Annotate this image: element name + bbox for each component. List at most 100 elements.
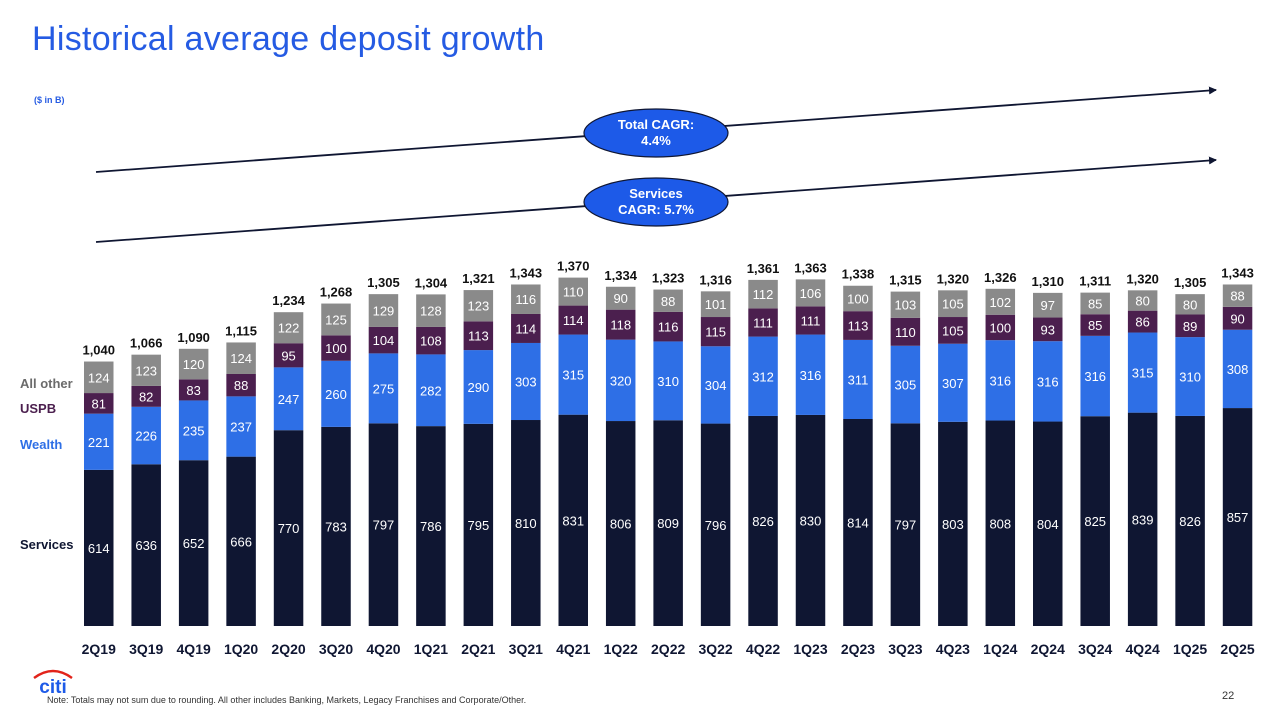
total-label-2Q24: 1,310 xyxy=(1031,274,1064,289)
bar-all-other-2Q24 xyxy=(1033,292,1063,318)
bar-services-2Q22 xyxy=(653,420,683,626)
label-uspb-4Q19: 83 xyxy=(186,383,200,398)
total-label-4Q21: 1,370 xyxy=(557,259,590,274)
x-tick-2Q25: 2Q25 xyxy=(1220,641,1254,657)
bar-wealth-4Q24 xyxy=(1127,332,1158,413)
bar-wealth-3Q24 xyxy=(1080,335,1110,417)
x-tick-1Q25: 1Q25 xyxy=(1173,641,1207,657)
bar-uspb-2Q19 xyxy=(84,393,114,414)
x-tick-1Q23: 1Q23 xyxy=(793,641,827,657)
label-services-2Q23: 814 xyxy=(847,515,869,530)
label-uspb-3Q20: 100 xyxy=(325,341,347,356)
label-wealth-3Q24: 316 xyxy=(1084,369,1106,384)
bar-services-3Q19 xyxy=(131,464,161,626)
bar-services-1Q24 xyxy=(985,420,1016,626)
total-label-3Q24: 1,311 xyxy=(1079,274,1111,289)
bar-services-4Q19 xyxy=(178,460,209,626)
label-all-other-4Q19: 120 xyxy=(183,357,205,372)
bar-services-1Q21 xyxy=(416,426,446,626)
total-label-3Q21: 1,343 xyxy=(510,265,543,280)
label-services-3Q20: 783 xyxy=(325,519,347,534)
label-wealth-4Q19: 235 xyxy=(183,423,205,438)
label-all-other-3Q20: 125 xyxy=(325,312,347,327)
total-label-1Q25: 1,305 xyxy=(1174,275,1207,290)
label-all-other-2Q25: 88 xyxy=(1230,289,1244,304)
bar-all-other-4Q22 xyxy=(748,279,778,309)
total-label-3Q23: 1,315 xyxy=(889,273,922,288)
label-all-other-1Q22: 90 xyxy=(613,291,627,306)
bar-services-1Q22 xyxy=(605,421,636,626)
total-label-3Q20: 1,268 xyxy=(320,285,353,300)
legend-all-other: All other xyxy=(20,376,73,391)
bar-all-other-2Q23 xyxy=(843,285,873,312)
bar-uspb-4Q23 xyxy=(938,317,968,344)
bar-services-2Q21 xyxy=(463,423,494,626)
label-wealth-3Q19: 226 xyxy=(135,429,157,444)
total-label-1Q23: 1,363 xyxy=(794,260,827,275)
label-uspb-2Q23: 113 xyxy=(848,319,869,334)
bar-uspb-3Q24 xyxy=(1080,314,1110,336)
bar-wealth-3Q20 xyxy=(321,360,351,427)
label-all-other-2Q22: 88 xyxy=(661,294,675,309)
bar-group: 614 221 81 124 1,040 2Q19 636 226 82 123 1,066 3Q19… xyxy=(82,259,1255,657)
x-tick-2Q23: 2Q23 xyxy=(841,641,875,657)
bar-all-other-2Q19 xyxy=(84,361,114,394)
bar-uspb-1Q20 xyxy=(226,373,256,397)
label-uspb-2Q21: 113 xyxy=(468,329,489,344)
bar-all-other-4Q19 xyxy=(178,348,209,380)
label-wealth-2Q25: 308 xyxy=(1227,362,1249,377)
bar-all-other-1Q20 xyxy=(226,342,256,374)
stacked-bar-chart: Total CAGR: 4.4% Services CAGR: 5.7% 614… xyxy=(82,86,1255,657)
label-all-other-3Q24: 85 xyxy=(1088,296,1102,311)
legend-uspb: USPB xyxy=(20,401,57,416)
label-wealth-3Q23: 305 xyxy=(895,378,917,393)
bar-uspb-4Q24 xyxy=(1127,310,1158,333)
label-all-other-2Q24: 97 xyxy=(1041,298,1055,313)
bar-all-other-2Q20 xyxy=(273,312,304,344)
label-services-4Q24: 839 xyxy=(1132,512,1154,527)
x-tick-3Q22: 3Q22 xyxy=(698,641,732,657)
bar-services-3Q24 xyxy=(1080,416,1110,626)
label-services-2Q22: 809 xyxy=(657,516,679,531)
label-all-other-4Q20: 129 xyxy=(373,304,395,319)
total-label-1Q20: 1,115 xyxy=(225,323,257,338)
label-services-3Q24: 825 xyxy=(1084,514,1106,529)
bar-uspb-3Q23 xyxy=(890,317,921,346)
total-label-1Q21: 1,304 xyxy=(415,275,448,290)
label-uspb-1Q20: 88 xyxy=(234,378,248,393)
label-all-other-2Q23: 100 xyxy=(847,291,869,306)
label-services-3Q19: 636 xyxy=(135,538,157,553)
footnote: Note: Totals may not sum due to rounding… xyxy=(47,695,527,705)
label-services-4Q19: 652 xyxy=(183,536,205,551)
bar-wealth-3Q21 xyxy=(511,342,541,421)
label-uspb-3Q21: 114 xyxy=(515,321,536,336)
bar-services-4Q22 xyxy=(748,415,778,626)
bar-wealth-3Q22 xyxy=(700,346,731,424)
legend-wealth: Wealth xyxy=(20,437,63,452)
services-cagr-line2: CAGR: 5.7% xyxy=(618,202,694,217)
x-tick-4Q23: 4Q23 xyxy=(936,641,970,657)
label-wealth-2Q20: 247 xyxy=(278,392,300,407)
label-uspb-2Q25: 90 xyxy=(1230,311,1244,326)
label-uspb-4Q24: 86 xyxy=(1135,315,1149,330)
label-all-other-4Q22: 112 xyxy=(753,287,774,302)
bar-services-1Q25 xyxy=(1175,415,1205,626)
label-wealth-4Q22: 312 xyxy=(752,369,774,384)
bar-uspb-2Q20 xyxy=(273,343,304,368)
bar-uspb-3Q21 xyxy=(511,313,541,343)
bar-all-other-3Q21 xyxy=(511,284,541,314)
total-label-4Q23: 1,320 xyxy=(937,271,970,286)
label-uspb-4Q20: 104 xyxy=(373,333,395,348)
bar-wealth-3Q23 xyxy=(890,345,921,424)
bar-all-other-3Q24 xyxy=(1080,292,1110,315)
bar-all-other-2Q25 xyxy=(1222,284,1253,307)
x-tick-4Q22: 4Q22 xyxy=(746,641,780,657)
total-label-4Q22: 1,361 xyxy=(747,261,780,276)
bar-services-4Q23 xyxy=(938,421,968,626)
label-uspb-1Q22: 118 xyxy=(610,318,631,333)
x-tick-3Q19: 3Q19 xyxy=(129,641,163,657)
bar-wealth-2Q21 xyxy=(463,350,494,424)
label-wealth-3Q20: 260 xyxy=(325,387,347,402)
label-wealth-4Q20: 275 xyxy=(373,381,395,396)
x-tick-1Q22: 1Q22 xyxy=(604,641,638,657)
